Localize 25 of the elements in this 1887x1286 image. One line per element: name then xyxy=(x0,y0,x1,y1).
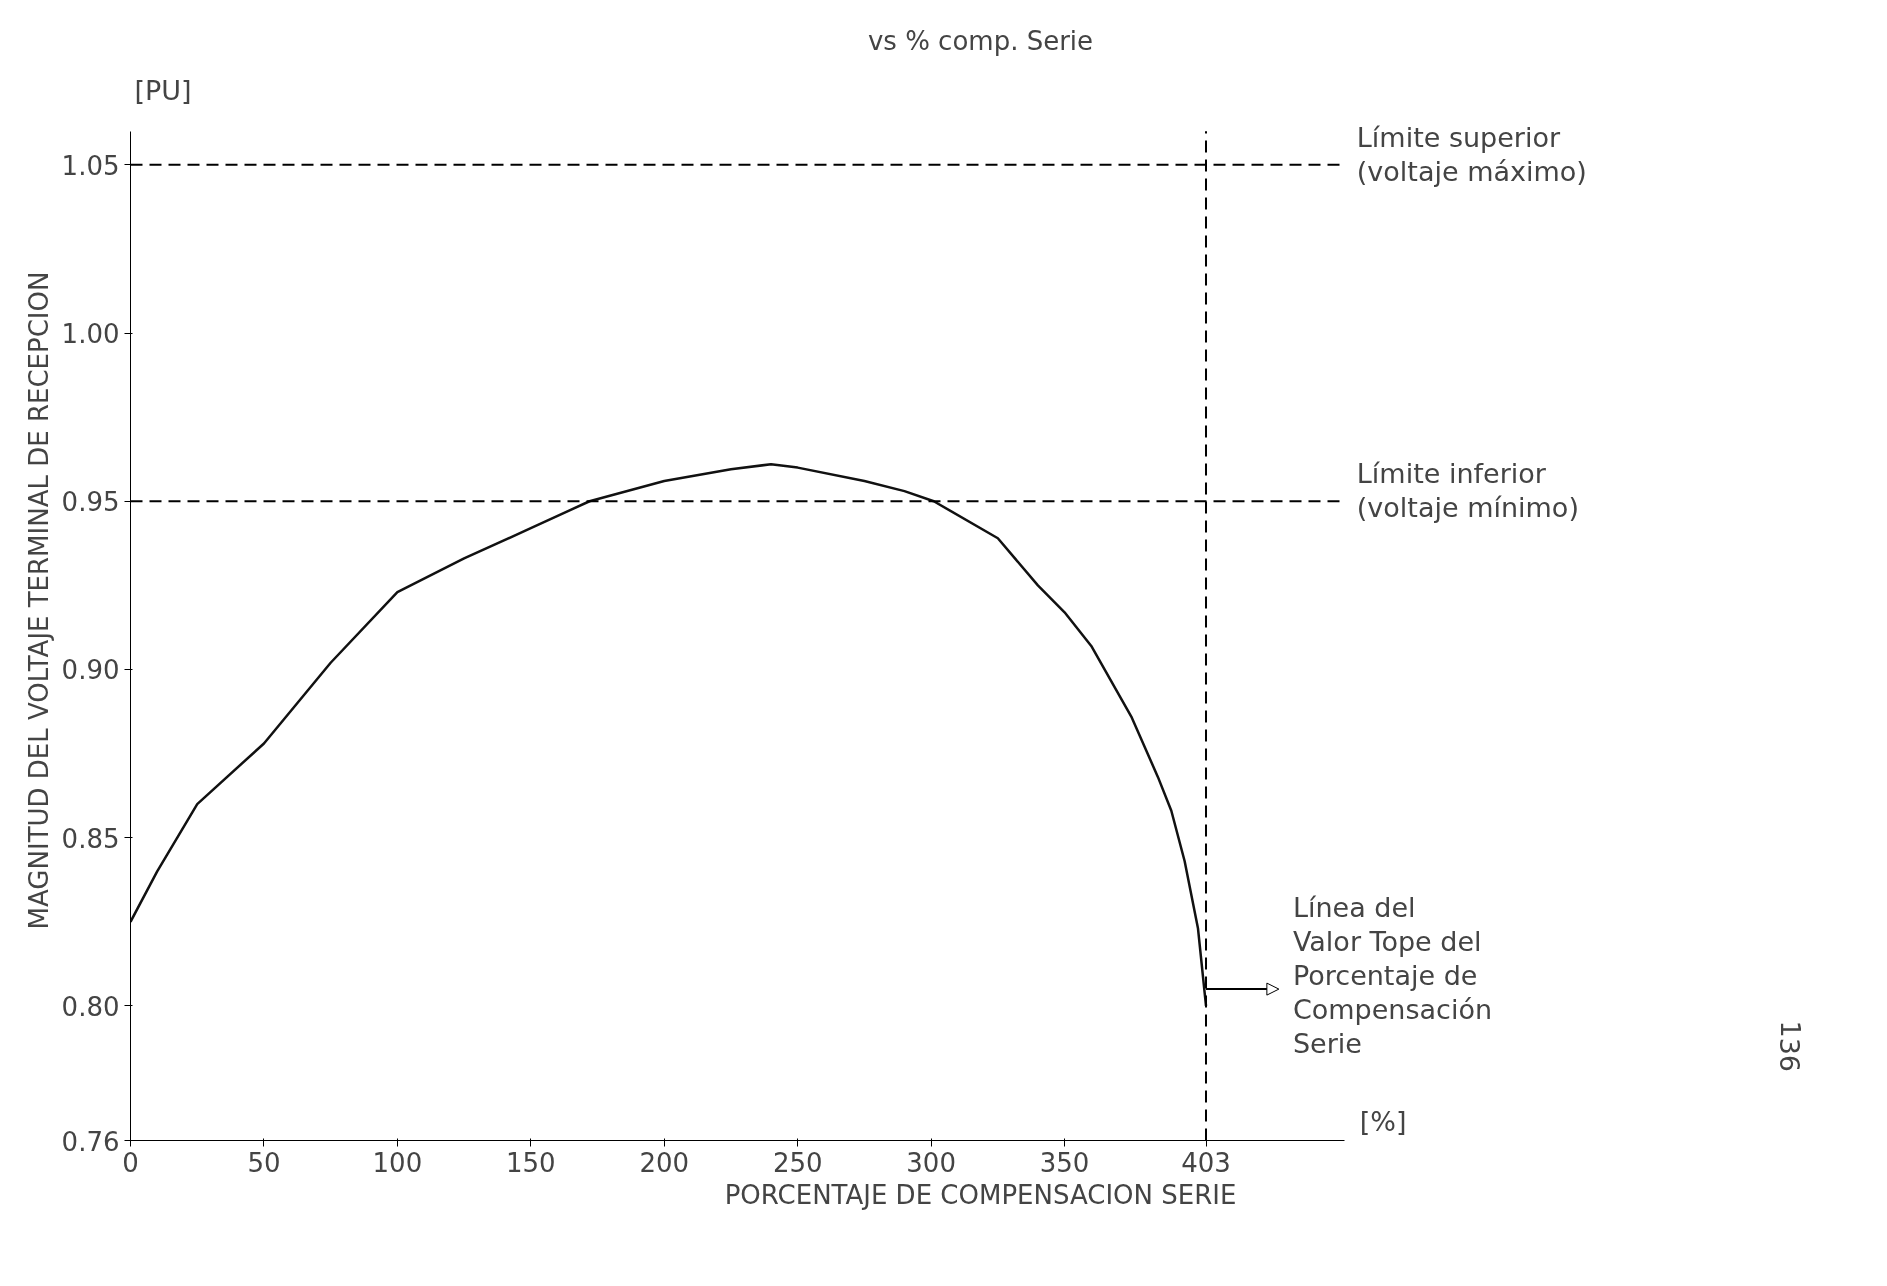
text: [%] xyxy=(1359,1105,1407,1137)
x-tick-label: 100 xyxy=(372,1147,423,1178)
y-tick-label: 0.95 xyxy=(61,487,120,518)
x-tick-label: 150 xyxy=(506,1147,556,1178)
y-tick-label: 0.80 xyxy=(61,991,120,1022)
y-tick-label: 1.00 xyxy=(61,319,120,350)
ref-line-label: Límite inferior (voltaje mínimo) xyxy=(1356,458,1579,524)
chart-title: vs % comp. Serie xyxy=(867,25,1094,56)
x-tick-label: 403 xyxy=(1181,1147,1231,1178)
y-tick-label: 0.90 xyxy=(61,655,120,686)
x-axis-title: PORCENTAJE DE COMPENSACION SERIE xyxy=(724,1179,1237,1210)
x-tick-label: 250 xyxy=(772,1147,823,1178)
x-tick-label: 350 xyxy=(1039,1147,1090,1178)
text: 136 xyxy=(1774,1020,1806,1073)
text: [PU] xyxy=(134,75,192,107)
x-tick-label: 300 xyxy=(906,1147,956,1178)
x-tick-label: 0 xyxy=(122,1147,139,1178)
annotation: Línea del Valor Tope del Porcentaje de Compensación Serie xyxy=(1292,891,1493,1060)
x-tick-label: 50 xyxy=(247,1147,281,1178)
y-axis-title: MAGNITUD DEL VOLTAJE TERMINAL DE RECEPCION xyxy=(23,271,54,930)
y-tick-label: 0.76 xyxy=(61,1126,120,1157)
y-tick-label: 0.85 xyxy=(61,823,120,854)
y-tick-label: 1.05 xyxy=(61,150,120,181)
x-tick-label: 200 xyxy=(639,1147,690,1178)
ref-line-label: Límite superior (voltaje máximo) xyxy=(1356,121,1587,187)
